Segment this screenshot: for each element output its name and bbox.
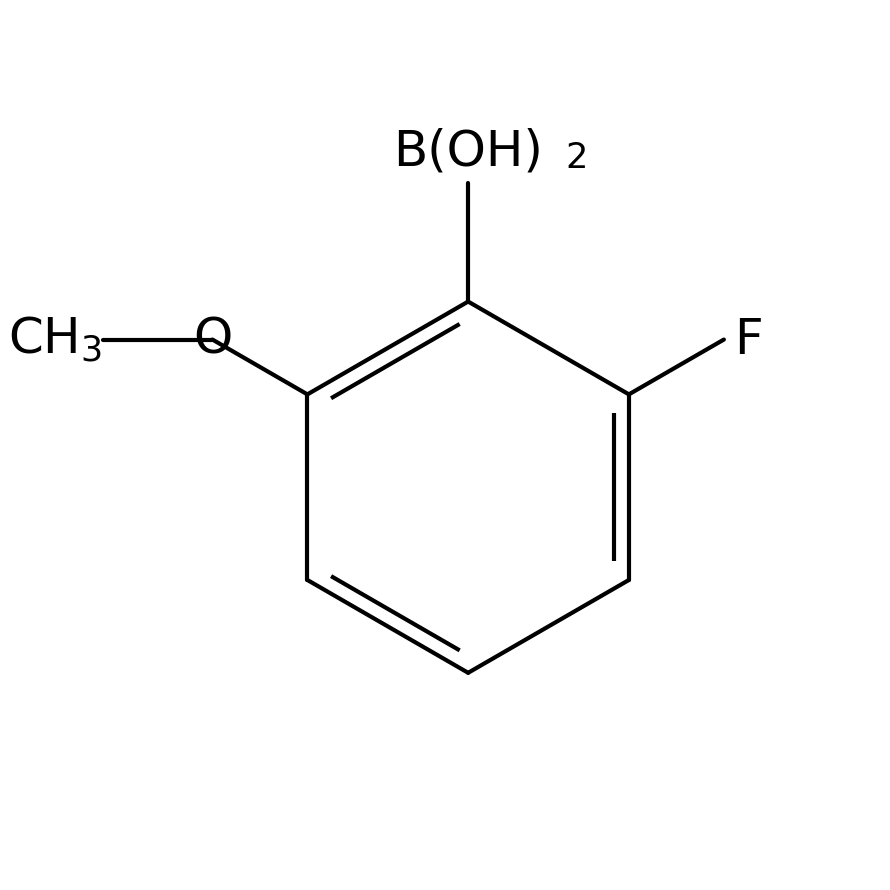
Text: F: F	[734, 316, 763, 363]
Text: O: O	[193, 316, 232, 363]
Text: B(OH): B(OH)	[393, 127, 543, 175]
Text: $\mathregular{_2}$: $\mathregular{_2}$	[565, 123, 587, 171]
Text: CH$\mathregular{_3}$: CH$\mathregular{_3}$	[8, 315, 102, 364]
